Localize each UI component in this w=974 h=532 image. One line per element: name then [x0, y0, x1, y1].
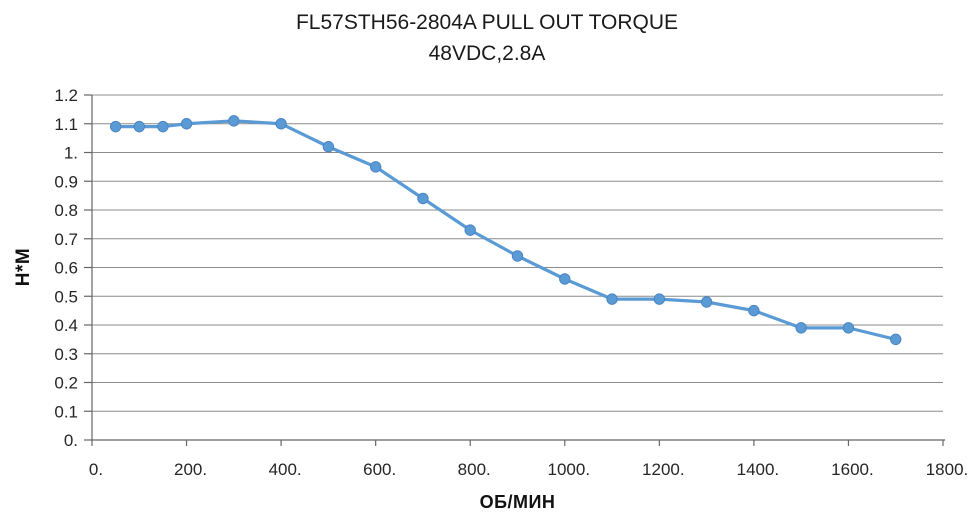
x-tick-label: 400.	[269, 460, 302, 479]
data-point-marker	[417, 192, 429, 205]
x-tick-label: 800.	[458, 460, 491, 479]
data-point-marker	[606, 293, 618, 305]
y-tick-label: 1.	[64, 144, 78, 163]
y-tick-label: 1.1	[54, 115, 78, 134]
data-point-marker	[559, 273, 571, 285]
x-tick-label: 1400.	[737, 460, 780, 479]
chart-title-line1: FL57STH56-2804A PULL OUT TORQUE	[295, 11, 679, 34]
x-tick-label: 1200.	[642, 460, 685, 479]
x-tick-label: 600.	[363, 460, 396, 479]
x-tick-label: 1000.	[548, 460, 591, 479]
y-tick-label: 0.3	[54, 345, 78, 364]
data-point-marker	[157, 120, 169, 133]
y-tick-label: 0.	[64, 431, 78, 450]
y-tick-label: 0.9	[54, 172, 78, 191]
data-point-marker	[228, 115, 240, 127]
data-point-marker	[795, 322, 807, 334]
data-point-marker	[653, 293, 666, 305]
x-tick-label: 0.	[89, 460, 103, 479]
y-tick-label: 0.7	[54, 230, 78, 249]
data-point-marker	[464, 224, 476, 236]
chart-title-line2: 48VDC,2.8A	[428, 42, 546, 65]
x-tick-label: 1600.	[831, 460, 874, 479]
data-point-marker	[890, 333, 902, 346]
y-tick-label: 1.2	[54, 86, 78, 105]
y-tick-label: 0.5	[54, 287, 78, 306]
torque-curve	[114, 119, 898, 341]
y-tick-label: 0.4	[54, 316, 78, 335]
data-point-marker	[748, 304, 760, 317]
chart-title: FL57STH56-2804A PULL OUT TORQUE 48VDC,2.…	[0, 7, 974, 69]
y-tick-label: 0.2	[54, 374, 78, 393]
data-point-marker	[511, 250, 524, 262]
x-tick-label: 1800.	[926, 460, 969, 479]
y-tick-label: 0.6	[54, 259, 78, 278]
data-point-marker	[369, 161, 382, 173]
y-tick-label: 0.8	[54, 201, 78, 220]
y-tick-label: 0.1	[54, 402, 78, 421]
data-point-marker	[133, 120, 145, 133]
data-point-marker	[180, 118, 193, 130]
data-point-marker	[275, 118, 287, 130]
data-point-marker	[109, 120, 122, 133]
data-point-marker	[700, 296, 713, 308]
x-axis-title: ОБ/МИН	[479, 492, 556, 512]
data-point-marker	[322, 141, 335, 153]
x-tick-label: 200.	[174, 460, 207, 479]
data-point-marker	[842, 322, 855, 334]
